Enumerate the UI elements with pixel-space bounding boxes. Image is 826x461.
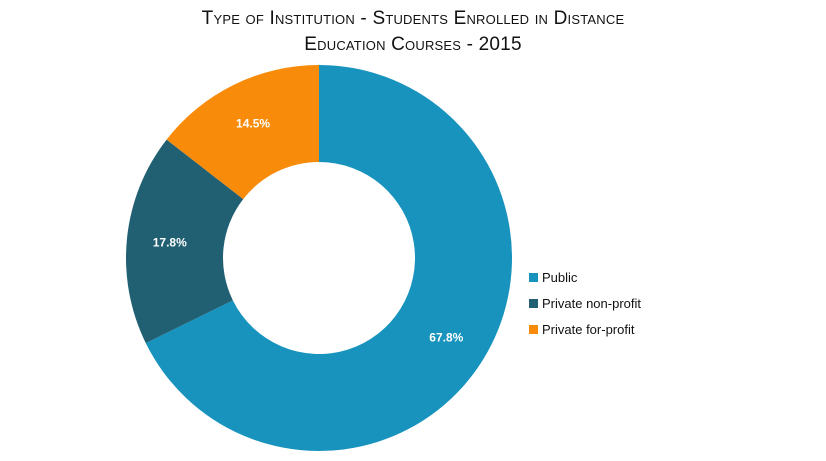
donut-labels: 67.8% 17.8% 14.5%	[153, 116, 464, 344]
legend-label-2: Private non-profit	[542, 295, 641, 311]
slice-label-1: 67.8%	[429, 330, 463, 344]
donut-slices	[125, 65, 512, 451]
chart-title-line-1: Type of Institution - Students Enrolled …	[201, 8, 625, 29]
chart-title: Type of Institution - Students Enrolled …	[0, 6, 826, 58]
legend-swatch-1	[529, 272, 538, 282]
legend-item-3: Private for-profit	[529, 320, 641, 338]
donut-slice-1	[145, 65, 512, 451]
legend-label-3: Private for-profit	[542, 321, 635, 337]
legend-swatch-2	[529, 298, 538, 308]
chart-title-line-2: Education Courses - 2015	[304, 34, 522, 55]
legend-swatch-3	[529, 324, 538, 334]
legend-item-1: Public	[529, 268, 641, 286]
donut-slice-3	[166, 65, 319, 200]
donut-slice-2	[125, 139, 244, 344]
chart-legend: Public Private non-profit Private for-prof…	[529, 268, 641, 346]
legend-label-1: Public	[542, 269, 578, 285]
legend-item-2: Private non-profit	[529, 294, 641, 312]
slice-label-2: 17.8%	[153, 236, 187, 250]
slice-label-3: 14.5%	[236, 116, 270, 130]
